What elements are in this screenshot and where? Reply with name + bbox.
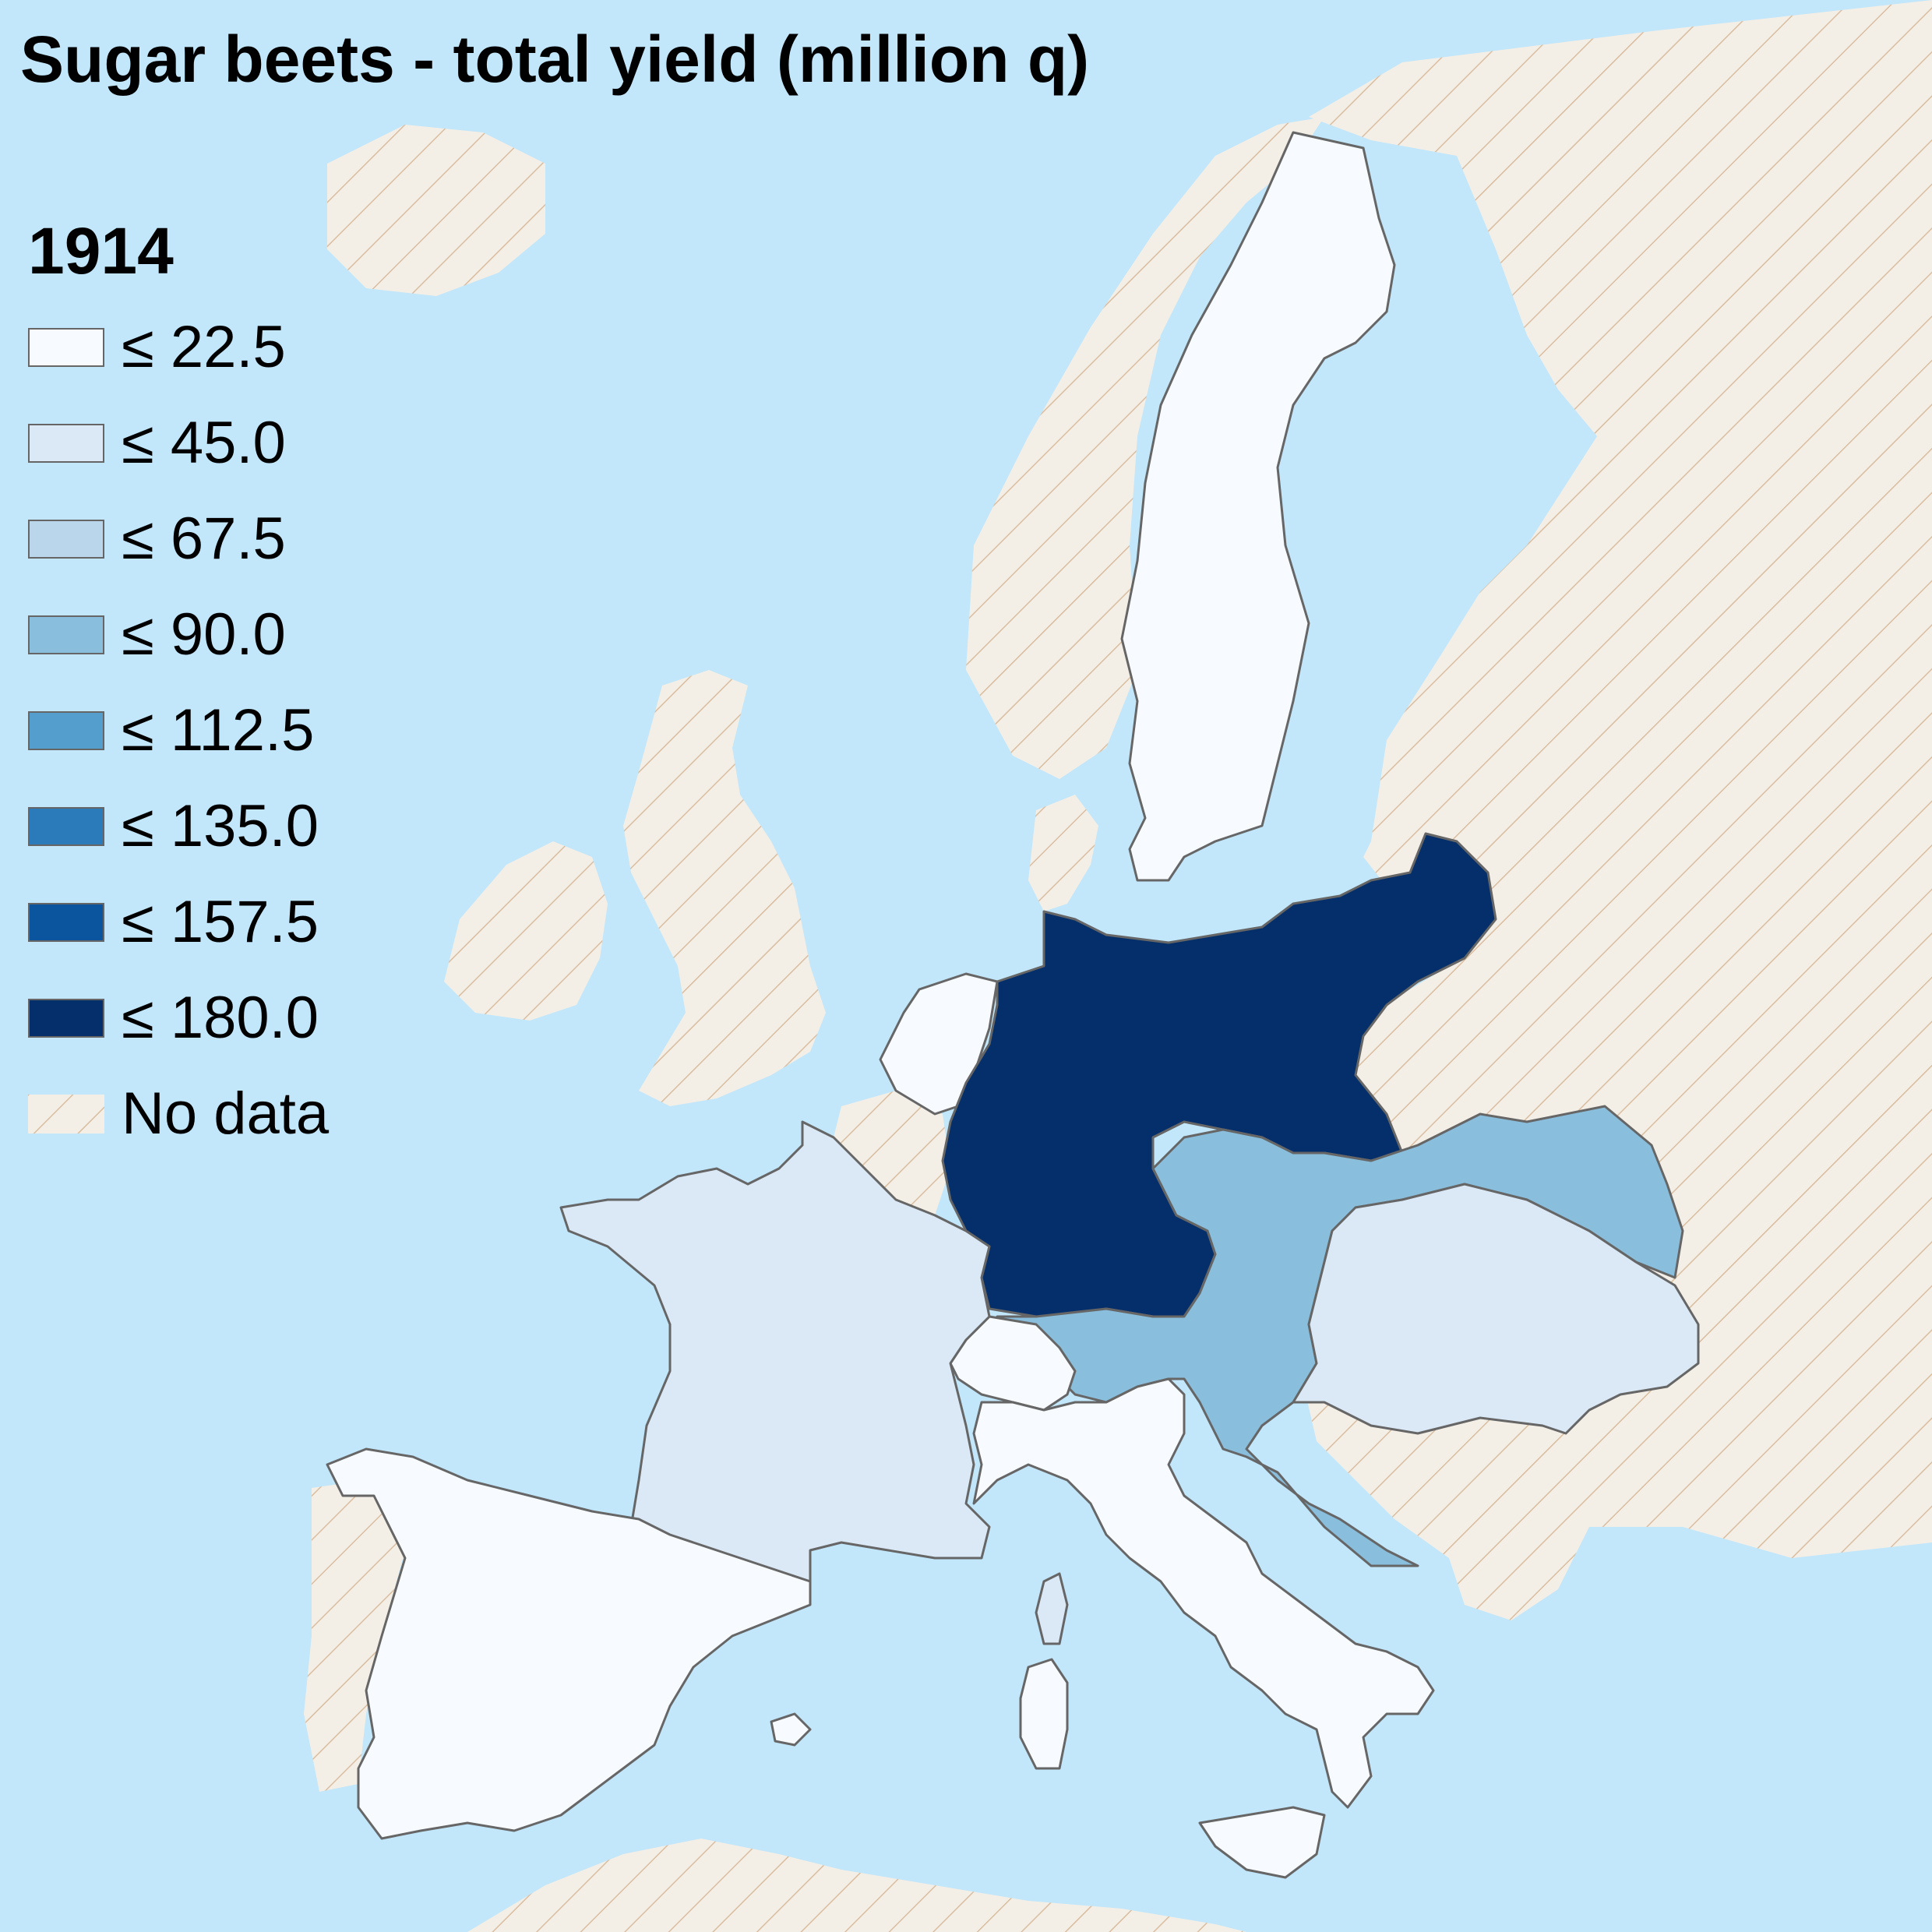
legend-item: ≤ 157.5 xyxy=(28,874,329,970)
legend-item: ≤ 135.0 xyxy=(28,778,329,874)
legend-label: ≤ 157.5 xyxy=(122,889,319,955)
legend-label: ≤ 135.0 xyxy=(122,793,319,859)
map-title: Sugar beets - total yield (million q) xyxy=(20,23,1090,96)
region-corsica xyxy=(1035,1572,1069,1645)
region-italy xyxy=(972,1377,1435,1809)
great-britain xyxy=(623,670,826,1106)
legend-label: ≤ 90.0 xyxy=(122,601,286,668)
legend-item: ≤ 90.0 xyxy=(28,587,329,682)
legend-swatch xyxy=(28,615,104,654)
region-sweden xyxy=(1120,131,1396,882)
region-germany xyxy=(941,832,1497,1318)
north-africa xyxy=(467,1839,1246,1932)
legend-swatch xyxy=(28,902,104,942)
legend-year: 1914 xyxy=(28,214,174,287)
belgium xyxy=(834,1091,950,1215)
legend-swatch-no-data xyxy=(28,1094,104,1133)
legend-swatch xyxy=(28,327,104,367)
data-regions xyxy=(326,131,1700,1879)
region-balearic-mallorca xyxy=(770,1712,812,1747)
legend-label: ≤ 67.5 xyxy=(122,506,286,572)
region-sardinia xyxy=(1019,1658,1069,1770)
region-spain xyxy=(326,1447,812,1840)
legend-item: ≤ 180.0 xyxy=(28,970,329,1066)
legend-label: ≤ 112.5 xyxy=(122,697,315,763)
legend-item: ≤ 22.5 xyxy=(28,299,329,395)
denmark xyxy=(1028,795,1098,911)
legend-label: ≤ 45.0 xyxy=(122,410,286,476)
legend-swatch xyxy=(28,710,104,750)
legend-item: ≤ 67.5 xyxy=(28,491,329,587)
legend-swatch xyxy=(28,998,104,1038)
balkans xyxy=(1317,1418,1589,1620)
legend-label: ≤ 180.0 xyxy=(122,985,319,1051)
legend-label: ≤ 22.5 xyxy=(122,314,286,380)
legend-item: ≤ 45.0 xyxy=(28,395,329,491)
legend-swatch xyxy=(28,519,104,559)
norway xyxy=(966,117,1324,779)
legend-item: ≤ 112.5 xyxy=(28,682,329,778)
legend-swatch xyxy=(28,806,104,846)
legend-item: No data xyxy=(28,1066,329,1162)
ireland xyxy=(444,841,608,1021)
region-hungary xyxy=(1292,1183,1700,1435)
legend-label: No data xyxy=(122,1081,330,1147)
iceland xyxy=(327,125,545,296)
legend-swatch xyxy=(28,423,104,463)
legend: 1914 ≤ 22.5 ≤ 45.0 ≤ 67.5 ≤ 90.0 ≤ 112.5… xyxy=(28,212,329,1162)
region-sicily xyxy=(1198,1806,1326,1879)
portugal xyxy=(304,1480,405,1792)
